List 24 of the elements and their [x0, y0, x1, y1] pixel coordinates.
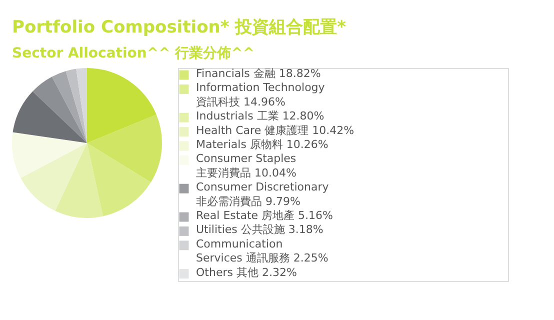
- pie-slice: [76, 68, 87, 143]
- pie-slice: [20, 143, 87, 211]
- legend-label: Utilities 公共設施 3.18%: [196, 223, 324, 236]
- pie-slice: [55, 143, 103, 218]
- legend-label: Consumer Discretionary 非必需消費品 9.79%: [196, 180, 330, 208]
- pie-slice: [12, 91, 87, 143]
- legend-label: Materials 原物料 10.26%: [196, 138, 328, 151]
- pie-slice: [87, 114, 162, 182]
- pie-slice: [32, 76, 87, 143]
- pie-slice: [52, 71, 87, 143]
- chart-title: Portfolio Composition* 投資組合配置*: [12, 18, 346, 38]
- chart-subtitle: Sector Allocation^^ 行業分佈^^: [12, 46, 255, 62]
- pie-slice: [66, 68, 87, 143]
- pie-slice: [12, 132, 87, 178]
- legend-label: Information Technology 資訊科技 14.96%: [196, 81, 326, 108]
- legend-label: Real Estate 房地產 5.16%: [196, 209, 333, 222]
- legend-label: Consumer Staples 主要消費品 10.04%: [196, 152, 296, 180]
- legend-label: Communication Services 通訊服務 2.25%: [196, 237, 328, 265]
- legend-label: Financials 金融 18.82%: [196, 67, 321, 80]
- pie-slice: [87, 143, 151, 216]
- legend-label: Industrials 工業 12.80%: [196, 110, 324, 123]
- pie-slice: [87, 68, 156, 143]
- legend-label: Health Care 健康護理 10.42%: [196, 124, 354, 137]
- legend-label: Others 其他 2.32%: [196, 266, 297, 279]
